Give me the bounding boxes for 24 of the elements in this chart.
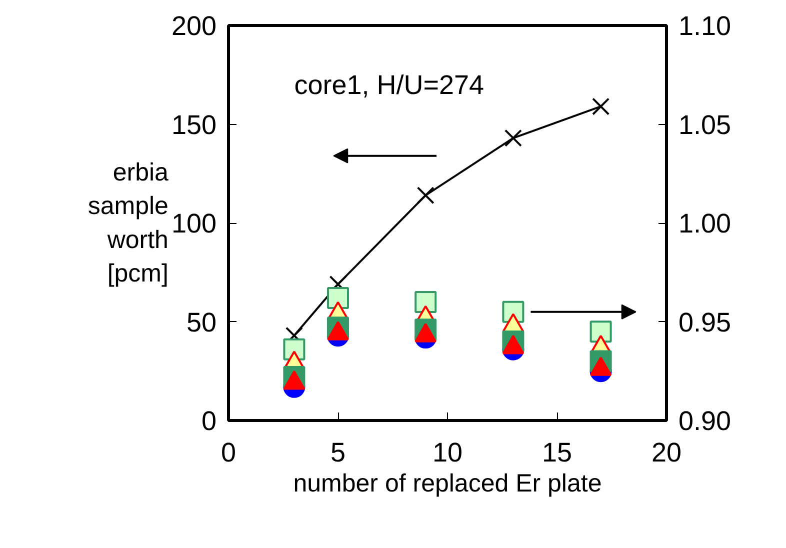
x-tick-label: 20	[651, 438, 682, 468]
annotation: core1, H/U=274	[294, 70, 484, 100]
y2-tick-label: 0.95	[678, 307, 732, 338]
y-tick-label: 50	[186, 307, 217, 338]
x-tick-label: 0	[220, 438, 236, 468]
x-tick-label: 10	[432, 438, 463, 468]
point	[327, 287, 349, 310]
y-tick-label: 150	[171, 110, 217, 140]
y-axis-title: erbia sample worth [pcm]	[88, 158, 169, 288]
point	[590, 320, 612, 343]
x-tick-label: 5	[330, 438, 346, 468]
y-tick-label: 0	[201, 406, 217, 436]
y2-tick-label: 1.05	[678, 110, 732, 140]
point	[416, 186, 434, 204]
y-tick-label: 200	[171, 11, 217, 41]
point	[414, 291, 437, 313]
y2-tick-label: 1.00	[678, 208, 732, 238]
y2-tick-label: 1.10	[678, 11, 732, 41]
y-tick-label: 100	[171, 208, 217, 238]
point	[592, 98, 610, 116]
x-axis-title: number of replaced Er plate	[293, 470, 602, 498]
point	[504, 129, 522, 147]
y2-tick-label: 0.90	[678, 406, 732, 436]
x-tick-label: 15	[542, 438, 572, 468]
